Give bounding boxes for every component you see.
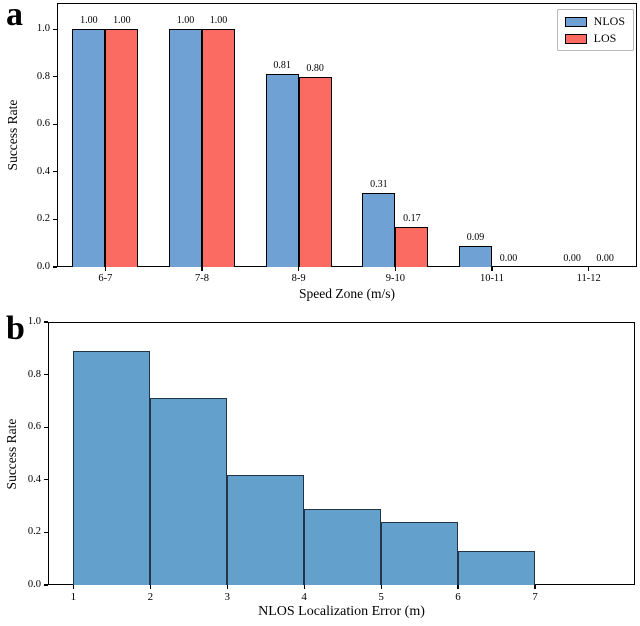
x-tick — [534, 585, 536, 589]
los-bar — [395, 227, 429, 267]
los-legend-label: LOS — [593, 31, 617, 45]
x-tick — [149, 585, 151, 589]
y-tick-label: 0.4 — [27, 473, 41, 485]
x-tick-label: 4 — [301, 591, 307, 603]
nlos-legend-swatch — [564, 16, 587, 27]
x-tick-label: 10-11 — [479, 273, 505, 284]
panel-b-letter: b — [6, 310, 25, 347]
y-tick — [44, 479, 48, 481]
bar-value-label: 0.09 — [466, 232, 485, 243]
x-tick-label: 7 — [532, 591, 538, 603]
x-tick-label: 11-12 — [576, 273, 601, 284]
y-tick — [44, 584, 48, 586]
panel-a: a Success Rate Speed Zone (m/s) NLOS LOS… — [0, 0, 640, 310]
los-bar — [202, 29, 235, 267]
panel-a-x-axis-title: Speed Zone (m/s) — [299, 286, 395, 301]
x-tick-label: 8-9 — [291, 273, 306, 284]
x-tick-label: 3 — [224, 591, 231, 603]
bar-value-label: 0.00 — [499, 253, 518, 264]
bar-value-label: 0.80 — [306, 63, 324, 74]
y-tick-label: 0.0 — [27, 579, 41, 590]
histogram-bar — [73, 351, 151, 585]
panel-b-y-axis-title: Success Rate — [4, 418, 19, 490]
x-tick — [394, 267, 396, 271]
x-tick — [104, 267, 106, 271]
y-tick-label: 0.2 — [36, 213, 50, 225]
histogram-bar — [150, 398, 228, 585]
x-tick — [226, 585, 228, 589]
bar-value-label: 1.00 — [176, 15, 195, 26]
bar-value-label: 0.00 — [596, 253, 614, 264]
y-tick-label: 0.4 — [36, 165, 50, 177]
x-tick-label: 7-8 — [195, 273, 209, 284]
x-tick — [303, 585, 305, 589]
nlos-legend-label: NLOS — [593, 14, 625, 28]
x-tick-label: 9-10 — [385, 273, 405, 284]
y-tick — [53, 123, 57, 125]
x-tick-label: 2 — [147, 591, 154, 603]
nlos-bar — [169, 29, 202, 267]
x-tick — [201, 267, 203, 271]
y-tick-label: 0.8 — [36, 70, 50, 82]
nlos-bar — [265, 74, 299, 267]
histogram-bar — [304, 509, 382, 585]
y-tick-label: 0.8 — [27, 368, 41, 380]
histogram-bar — [227, 475, 305, 585]
los-bar — [298, 77, 332, 267]
y-tick — [53, 28, 57, 30]
y-tick — [44, 321, 48, 323]
y-tick — [53, 171, 57, 173]
y-tick-label: 1.0 — [36, 23, 50, 35]
y-tick — [44, 374, 48, 376]
nlos-bar — [459, 246, 492, 267]
histogram-bar — [458, 551, 535, 585]
legend: NLOS LOS — [556, 9, 634, 51]
y-tick — [53, 76, 57, 78]
x-tick — [588, 267, 590, 271]
panel-b: b Success Rate NLOS Localization Error (… — [0, 310, 640, 626]
bar-value-label: 1.00 — [113, 15, 131, 26]
panel-b-x-axis-title: NLOS Localization Error (m) — [258, 604, 425, 619]
x-tick — [491, 267, 493, 271]
x-tick-label: 1 — [70, 591, 77, 603]
y-tick-label: 0.0 — [36, 261, 50, 272]
nlos-bar — [362, 193, 396, 267]
x-tick-label: 6 — [455, 591, 461, 603]
y-tick — [53, 266, 57, 268]
legend-entry-nlos: NLOS — [564, 14, 625, 28]
x-tick — [380, 585, 382, 589]
bar-value-label: 1.00 — [209, 15, 228, 26]
y-tick — [44, 426, 48, 428]
bar-value-label: 1.00 — [80, 15, 98, 26]
y-tick-label: 0.6 — [27, 421, 41, 433]
los-legend-swatch — [564, 33, 587, 44]
bar-value-label: 0.31 — [370, 179, 388, 190]
legend-entry-los: LOS — [564, 31, 625, 45]
x-tick-label: 5 — [378, 591, 384, 603]
bar-value-label: 0.00 — [563, 253, 581, 264]
nlos-bar — [72, 29, 106, 267]
x-tick-label: 6-7 — [98, 273, 113, 284]
x-tick — [457, 585, 459, 589]
y-tick-label: 0.6 — [36, 118, 50, 130]
y-tick — [53, 218, 57, 221]
panel-a-letter: a — [6, 0, 23, 33]
x-tick — [298, 267, 300, 271]
panel-a-plot — [57, 3, 637, 267]
y-tick — [44, 531, 48, 533]
bar-value-label: 0.17 — [403, 213, 421, 224]
bar-value-label: 0.81 — [273, 60, 291, 71]
los-bar — [105, 29, 139, 267]
y-tick-label: 0.2 — [27, 526, 41, 538]
y-tick-label: 1.0 — [27, 316, 41, 327]
panel-a-y-axis-title: Success Rate — [5, 99, 20, 171]
x-tick — [72, 585, 74, 589]
histogram-bar — [381, 522, 459, 585]
